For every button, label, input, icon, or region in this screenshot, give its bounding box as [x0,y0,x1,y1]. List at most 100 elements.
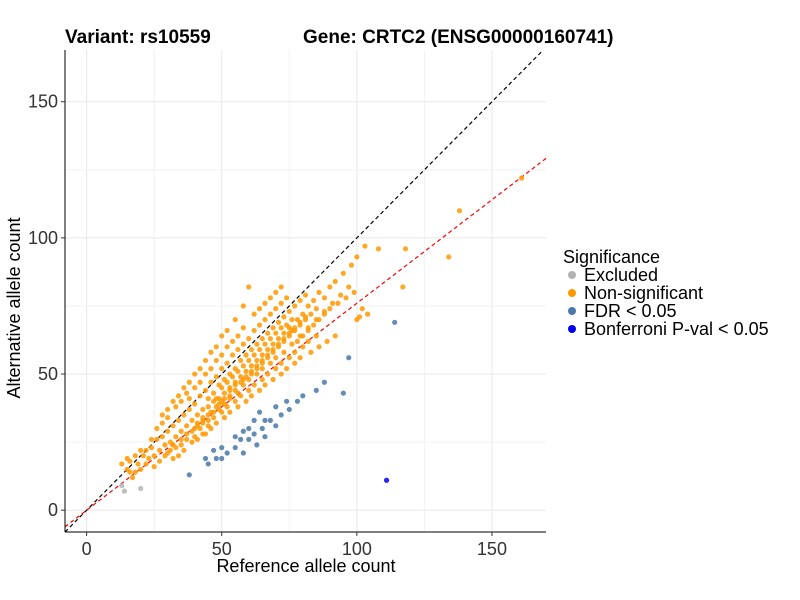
axes [64,50,546,533]
point-fdr-0-05 [205,461,211,467]
axis-ticks: 0 50 100 150 0 50 100 150 [28,92,507,559]
point-excluded [121,488,128,494]
point-fdr-0-05 [246,436,252,443]
point-non-significant [143,461,149,467]
point-non-significant [402,246,409,252]
point-fdr-0-05 [267,417,273,423]
point-non-significant [202,387,209,393]
point-non-significant [211,409,217,415]
point-non-significant [265,352,271,358]
point-non-significant [178,398,184,404]
point-non-significant [219,333,225,339]
point-bonferroni-p-val-0-05 [383,477,390,483]
point-non-significant [251,311,257,317]
point-non-significant [181,385,187,391]
point-non-significant [138,447,144,453]
point-non-significant [151,453,157,459]
point-non-significant [321,295,328,301]
point-excluded [138,485,144,492]
point-non-significant [240,325,246,331]
point-non-significant [194,436,201,443]
point-non-significant [246,336,252,342]
point-non-significant [519,175,525,181]
point-non-significant [248,368,255,374]
point-non-significant [300,333,306,339]
point-fdr-0-05 [262,434,268,440]
point-non-significant [289,341,295,347]
point-non-significant [283,366,290,372]
point-non-significant [273,306,279,312]
point-non-significant [178,428,184,434]
point-fdr-0-05 [251,417,257,423]
point-non-significant [292,325,298,331]
legend-label-non-significant: Non-significant [584,283,703,303]
point-non-significant [332,278,338,285]
point-non-significant [256,322,263,328]
point-non-significant [219,352,225,358]
point-non-significant [305,338,311,344]
point-non-significant [324,338,330,344]
point-fdr-0-05 [202,455,209,462]
point-fdr-0-05 [259,425,265,432]
point-non-significant [221,395,228,402]
point-non-significant [197,366,203,372]
point-non-significant [229,352,236,358]
point-fdr-0-05 [286,406,292,413]
point-non-significant [246,284,252,290]
point-non-significant [286,355,292,361]
point-non-significant [232,316,238,323]
point-non-significant [216,401,222,407]
point-non-significant [335,300,341,306]
point-fdr-0-05 [251,431,257,437]
point-non-significant [278,284,284,290]
point-non-significant [235,390,241,396]
point-non-significant [170,398,176,404]
point-non-significant [281,349,287,355]
point-non-significant [205,417,211,423]
point-non-significant [248,346,255,353]
x-tick-label: 100 [342,539,372,559]
point-non-significant [200,420,206,426]
point-non-significant [354,254,360,260]
point-non-significant [270,341,276,347]
legend: Significance ExcludedNon-significantFDR … [563,247,769,339]
data-points [119,175,525,494]
point-non-significant [181,412,187,418]
point-non-significant [232,382,238,388]
point-non-significant [327,284,333,290]
point-non-significant [227,371,233,377]
point-non-significant [278,300,284,306]
point-non-significant [170,423,176,429]
point-non-significant [229,338,236,344]
point-fdr-0-05 [240,428,246,434]
point-non-significant [238,379,244,385]
point-non-significant [273,366,279,372]
x-tick-label: 50 [212,539,232,559]
point-non-significant [192,371,198,377]
legend-marker-excluded [568,271,576,279]
point-fdr-0-05 [254,442,260,448]
reference-lines [64,49,547,533]
point-fdr-0-05 [294,398,300,404]
point-fdr-0-05 [346,355,352,361]
point-non-significant [294,338,300,344]
point-non-significant [292,349,298,355]
point-non-significant [162,453,168,459]
point-fdr-0-05 [392,319,398,325]
point-non-significant [243,368,249,374]
point-non-significant [175,417,182,423]
point-non-significant [240,303,246,309]
point-non-significant [273,330,279,336]
point-non-significant [200,431,206,437]
point-non-significant [159,412,165,418]
point-fdr-0-05 [232,444,238,451]
point-non-significant [189,428,195,434]
point-non-significant [135,461,141,467]
point-non-significant [286,330,292,336]
point-non-significant [297,319,303,325]
y-tick-label: 100 [28,228,58,248]
legend-label-bonferroni-p-val-0-05: Bonferroni P-val < 0.05 [584,319,769,339]
point-non-significant [192,401,198,407]
point-non-significant [189,417,195,423]
point-fdr-0-05 [246,425,252,432]
